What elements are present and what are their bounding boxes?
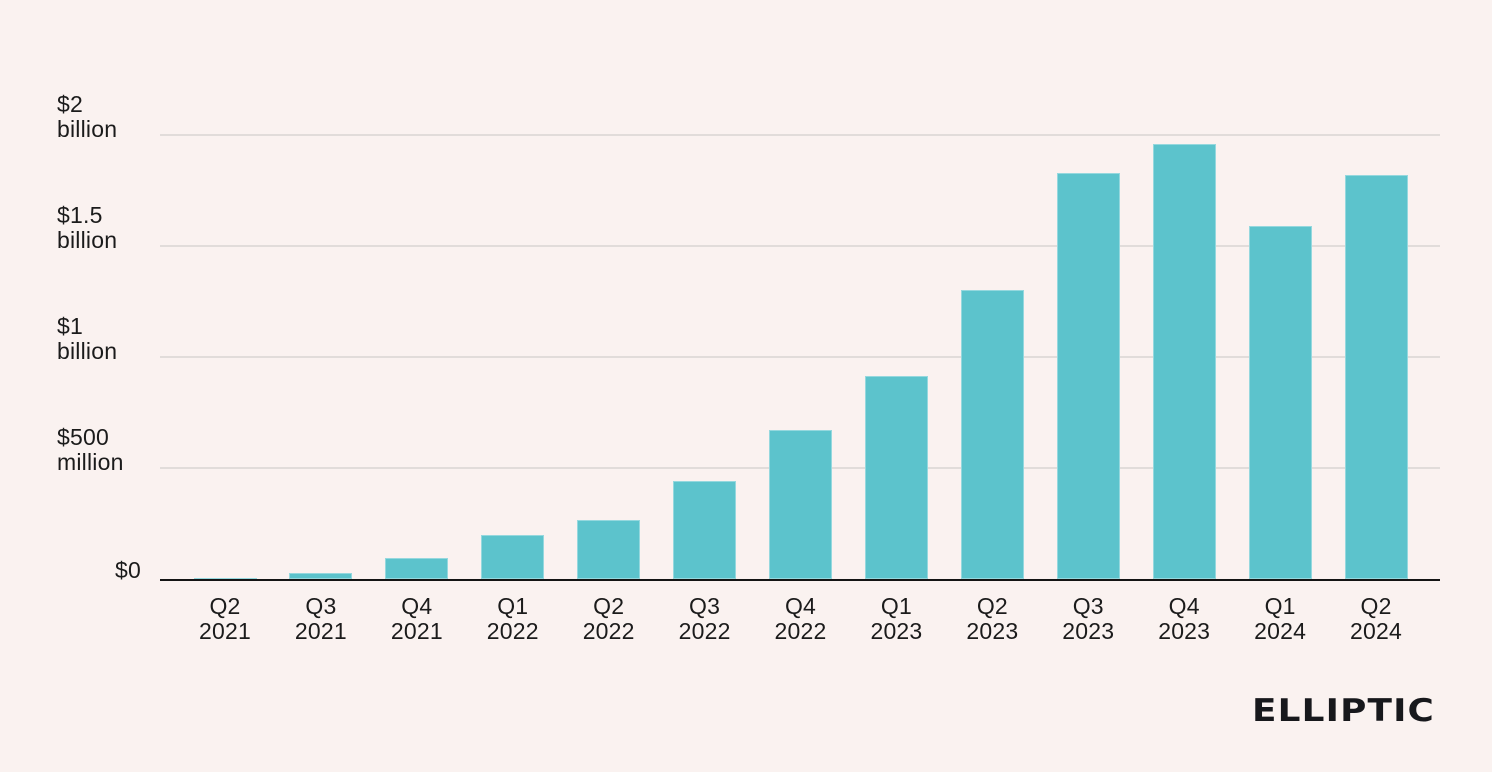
x-tick-label-line: Q2 xyxy=(209,593,241,619)
x-tick-label-line: Q4 xyxy=(784,593,817,619)
x-tick-label-q1-2023: Q1 2023 xyxy=(836,594,956,644)
x-tick-label-line: Q1 xyxy=(497,593,529,619)
bar-q3-2023 xyxy=(1056,172,1120,579)
x-tick-label-q1-2022: Q1 2022 xyxy=(453,594,573,644)
bar-q1-2023 xyxy=(864,375,928,579)
x-tick-label-q4-2023: Q4 2023 xyxy=(1124,594,1244,644)
x-tick-label-line: 2024 xyxy=(1254,618,1307,644)
x-tick-label-line: Q2 xyxy=(976,593,1008,619)
x-axis-line xyxy=(160,579,1440,581)
y-tick-label-1500: $1.5 billion xyxy=(57,203,141,253)
x-tick-label-line: Q1 xyxy=(880,593,912,619)
x-tick-label-line: 2022 xyxy=(774,618,827,644)
y-tick-label-line: $0 xyxy=(115,556,141,583)
gridline-1500 xyxy=(160,245,1440,247)
x-tick-label-line: Q1 xyxy=(1264,593,1296,619)
x-tick-label-q2-2023: Q2 2023 xyxy=(932,594,1052,644)
x-tick-label-line: 2023 xyxy=(1062,618,1115,644)
x-tick-label-line: 2021 xyxy=(294,618,347,644)
x-tick-label-line: Q2 xyxy=(1360,593,1392,619)
x-tick-label-line: Q4 xyxy=(1168,593,1200,619)
y-tick-label-line: billion xyxy=(57,227,118,253)
bar-q4-2023 xyxy=(1152,143,1216,579)
bar-q2-2024 xyxy=(1344,174,1408,579)
x-tick-label-line: 2022 xyxy=(678,618,731,644)
y-tick-label-line: billion xyxy=(57,116,118,142)
x-tick-label-line: 2022 xyxy=(486,618,539,644)
y-tick-label-500: $500 million xyxy=(57,425,141,475)
y-tick-label-line: $1.5 xyxy=(57,202,103,228)
x-tick-label-line: 2022 xyxy=(582,618,635,644)
x-tick-label-line: Q2 xyxy=(593,593,625,619)
bar-q2-2022 xyxy=(577,520,641,579)
y-tick-label-line: $1 xyxy=(57,313,83,339)
elliptic-logo-svg: ELLIPTIC xyxy=(1252,693,1435,729)
bar-q4-2022 xyxy=(769,430,833,579)
bar-q3-2021 xyxy=(289,572,353,579)
x-tick-label-line: 2023 xyxy=(870,618,923,644)
x-tick-label-q1-2024: Q1 2024 xyxy=(1220,594,1340,644)
x-tick-label-q4-2022: Q4 2022 xyxy=(741,594,861,644)
gridline-1000 xyxy=(160,356,1440,358)
x-tick-label-q3-2021: Q3 2021 xyxy=(261,594,381,644)
y-tick-label-2000: $2 billion xyxy=(57,92,141,142)
x-tick-label-line: Q3 xyxy=(689,593,721,619)
x-tick-label-line: 2021 xyxy=(390,618,443,644)
elliptic-logo-text: ELLIPTIC xyxy=(1252,693,1435,729)
elliptic-logo: ELLIPTIC xyxy=(1250,692,1442,735)
x-tick-label-line: Q3 xyxy=(305,593,337,619)
y-tick-label-line: $500 xyxy=(57,424,109,450)
x-tick-label-line: Q3 xyxy=(1072,593,1104,619)
y-tick-label-0: $0 xyxy=(57,556,141,583)
bar-q2-2023 xyxy=(960,290,1024,579)
x-tick-label-q2-2021: Q2 2021 xyxy=(165,594,285,644)
x-tick-label-q2-2022: Q2 2022 xyxy=(549,594,669,644)
x-tick-label-line: 2024 xyxy=(1350,618,1403,644)
y-tick-label-line: $2 xyxy=(57,91,83,117)
x-tick-label-q4-2021: Q4 2021 xyxy=(357,594,477,644)
bar-q3-2022 xyxy=(673,481,737,579)
gridline-2000 xyxy=(160,134,1440,136)
x-tick-label-line: 2023 xyxy=(1158,618,1211,644)
x-tick-label-q2-2024: Q2 2024 xyxy=(1316,594,1436,644)
x-tick-label-q3-2022: Q3 2022 xyxy=(645,594,765,644)
y-tick-label-1000: $1 billion xyxy=(57,314,141,364)
x-tick-label-line: 2021 xyxy=(199,618,251,644)
bar-q4-2021 xyxy=(385,557,449,579)
y-tick-label-line: billion xyxy=(57,338,118,364)
x-tick-label-q3-2023: Q3 2023 xyxy=(1028,594,1148,644)
x-tick-label-line: Q4 xyxy=(401,593,433,619)
x-tick-label-line: 2023 xyxy=(966,618,1019,644)
y-tick-label-line: million xyxy=(57,449,124,475)
bar-q1-2022 xyxy=(481,534,545,579)
bar-q1-2024 xyxy=(1248,226,1312,579)
